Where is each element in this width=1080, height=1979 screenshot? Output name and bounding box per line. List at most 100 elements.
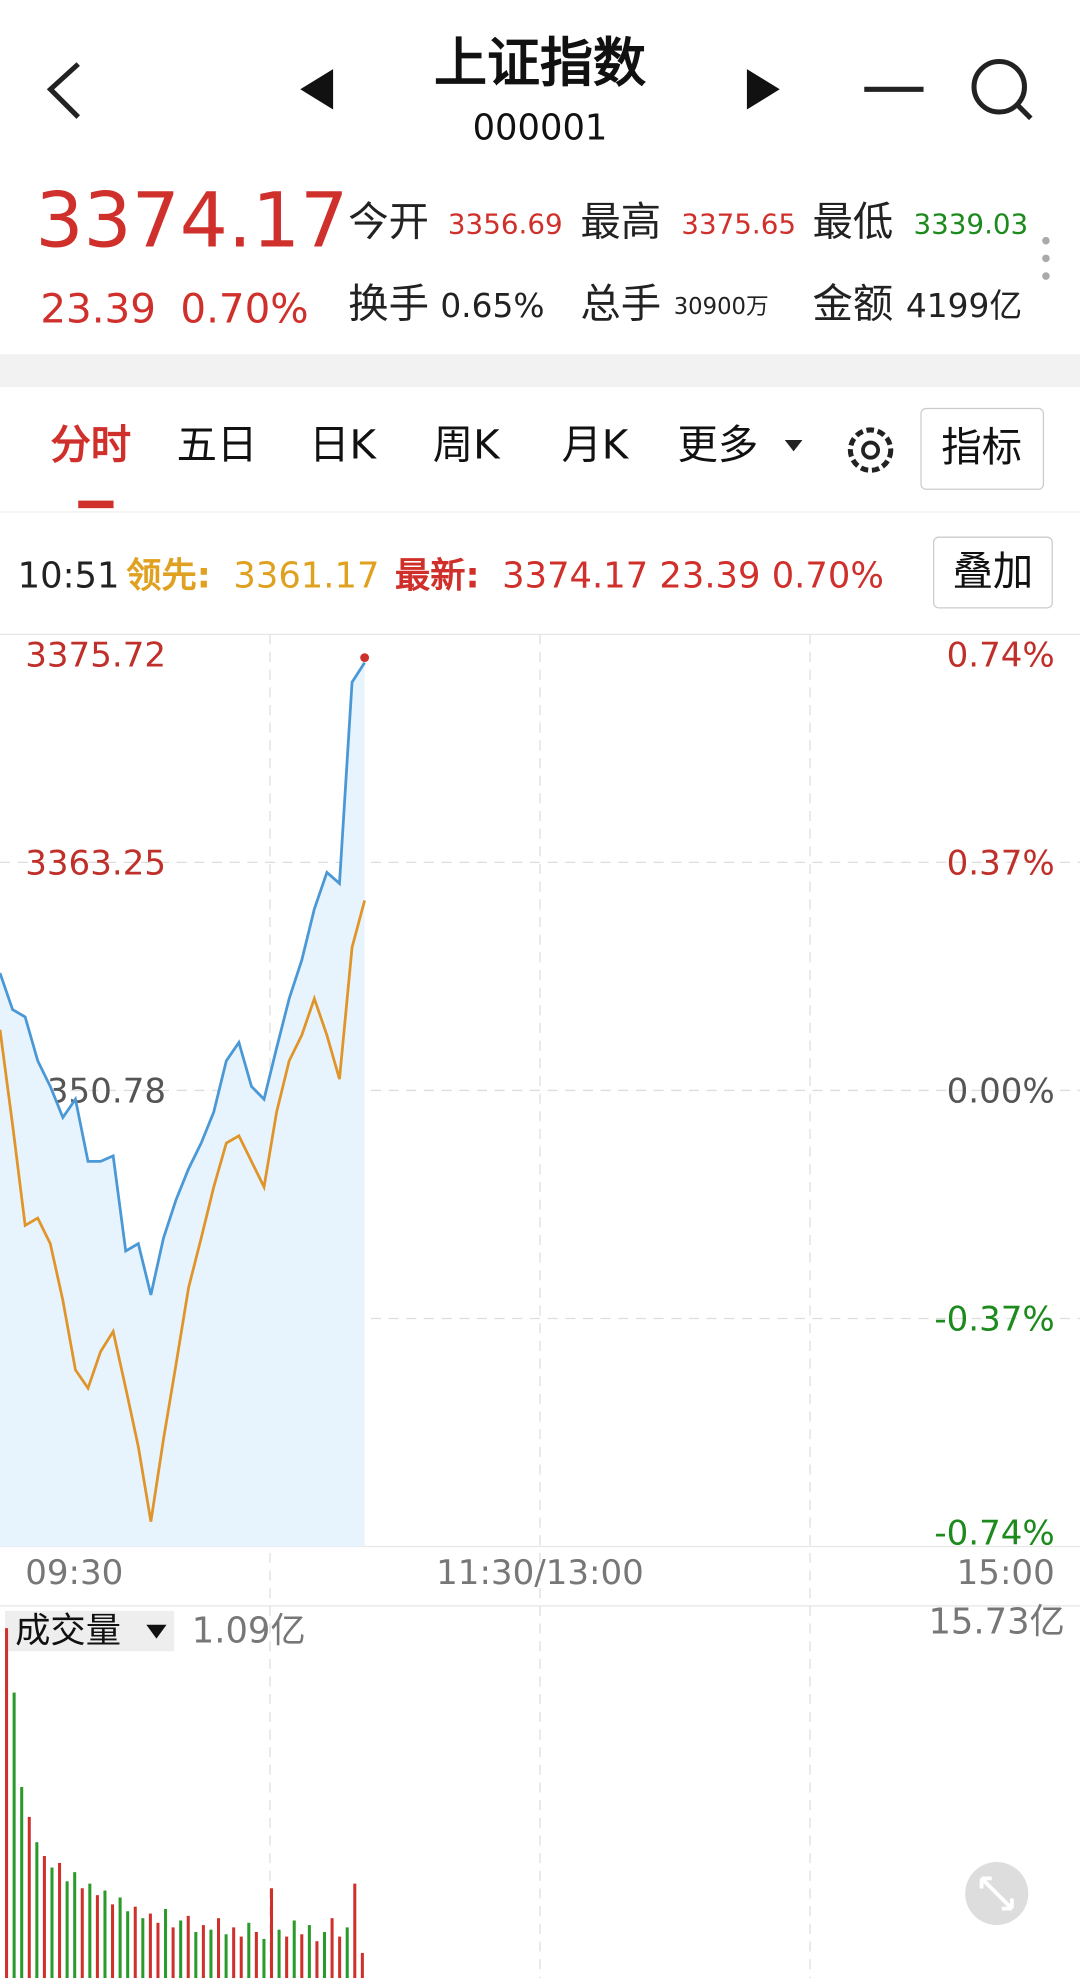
- next-button[interactable]: [746, 69, 780, 110]
- volume-bar: [35, 1842, 39, 1979]
- volume-bar: [186, 1915, 190, 1979]
- volume-bar: [292, 1920, 296, 1979]
- volume-arrow: [146, 1624, 167, 1639]
- volume-current: 1.09亿: [192, 1610, 306, 1651]
- expand-button[interactable]: [965, 1861, 1029, 1926]
- volume-bar: [164, 1908, 168, 1979]
- volume-bar: [277, 1929, 281, 1979]
- volume-bar: [224, 1934, 228, 1979]
- tab[interactable]: 月K: [561, 422, 629, 469]
- change-pct: 0.70%: [180, 285, 308, 332]
- volume-bar: [285, 1936, 289, 1979]
- indicator-button[interactable]: [920, 407, 1045, 490]
- more-arrow: [784, 440, 803, 452]
- stat-value: 0.65%: [440, 287, 544, 325]
- volume-bar: [20, 1786, 24, 1979]
- volume-bar: [88, 1883, 92, 1979]
- volume-bar: [194, 1931, 198, 1979]
- latest-value: 3374.17 23.39 0.70%: [502, 556, 884, 597]
- volume-bar: [345, 1927, 349, 1979]
- volume-bar: [315, 1941, 319, 1979]
- time-label: 15:00: [957, 1553, 1055, 1593]
- volume-bar: [156, 1922, 160, 1979]
- lead-label: 领先:: [126, 556, 211, 597]
- price: 3374.17: [35, 177, 348, 265]
- volume-bar: [95, 1895, 99, 1979]
- tab[interactable]: 周K: [433, 422, 501, 469]
- volume-bar: [322, 1931, 327, 1979]
- volume-bar: [330, 1918, 334, 1979]
- volume-max: 15.73亿: [928, 1601, 1064, 1642]
- stat-label: 金额: [813, 280, 894, 327]
- volume-bar: [270, 1888, 274, 1979]
- stat-label: 最低: [813, 198, 894, 245]
- volume-bar: [300, 1934, 304, 1979]
- code: 000001: [473, 108, 608, 149]
- prev-button[interactable]: [300, 69, 334, 110]
- volume-bar: [262, 1938, 266, 1979]
- pct-label: 0.00%: [947, 1071, 1055, 1111]
- stat-label: 最高: [580, 198, 661, 245]
- volume-bar: [58, 1862, 62, 1979]
- volume-bar: [232, 1927, 236, 1979]
- stat-value: 3339.03: [913, 208, 1028, 241]
- pct-label: 0.74%: [947, 636, 1055, 676]
- volume-bar: [360, 1952, 364, 1979]
- tab[interactable]: 日K: [309, 422, 377, 469]
- tab-indicator: [78, 500, 114, 509]
- overlay-button[interactable]: [933, 536, 1053, 609]
- overlay-button-label: 叠加: [953, 548, 1034, 595]
- volume-bar: [209, 1929, 213, 1979]
- tab[interactable]: 更多: [678, 422, 759, 469]
- pct-label: -0.37%: [934, 1300, 1054, 1340]
- tab[interactable]: 分时: [50, 422, 131, 469]
- back-button[interactable]: [46, 62, 81, 119]
- stat-label: 总手: [580, 280, 661, 327]
- volume-bar: [217, 1918, 221, 1979]
- latest-label: 最新:: [395, 556, 480, 597]
- more-dots[interactable]: [1042, 236, 1050, 280]
- volume-bar: [148, 1913, 152, 1979]
- stat-label: 今开: [348, 198, 429, 245]
- volume-bar: [239, 1936, 243, 1979]
- price-label: 3363.25: [25, 843, 166, 883]
- volume-bar: [133, 1906, 137, 1979]
- volume-bar: [80, 1888, 84, 1979]
- volume-bar: [353, 1883, 357, 1979]
- volume-bar: [111, 1904, 115, 1979]
- change: 23.39: [40, 285, 156, 332]
- volume-label: 成交量: [15, 1610, 121, 1651]
- pct-label: -0.74%: [934, 1514, 1054, 1554]
- info-time: 10:51: [18, 556, 120, 597]
- volume-bar: [179, 1920, 183, 1979]
- stat-value: 30900万: [674, 294, 769, 320]
- volume-bar: [12, 1692, 16, 1979]
- volume-bar: [27, 1816, 31, 1979]
- title: 上证指数: [434, 33, 646, 94]
- volume-bar: [118, 1897, 122, 1979]
- volume-bar: [307, 1925, 311, 1979]
- volume-bar: [42, 1856, 46, 1979]
- price-line: [0, 661, 366, 1296]
- volume-bar: [171, 1927, 175, 1979]
- settings-button[interactable]: [847, 427, 894, 473]
- volume-bar: [65, 1881, 69, 1979]
- volume-bar: [50, 1867, 54, 1979]
- indicator-button-label: 指标: [941, 424, 1022, 471]
- time-label: 09:30: [25, 1553, 123, 1593]
- volume-selector[interactable]: [5, 1610, 175, 1652]
- separator: [0, 354, 1080, 388]
- time-label: 11:30/13:00: [436, 1553, 644, 1593]
- stat-value: 3356.69: [448, 208, 563, 241]
- price-label: 3375.72: [25, 636, 166, 676]
- tab[interactable]: 五日: [177, 422, 258, 469]
- volume-bar: [338, 1936, 342, 1979]
- lead-value: 3361.17: [233, 556, 379, 597]
- volume-bar: [201, 1925, 205, 1979]
- pct-label: 0.37%: [947, 843, 1055, 883]
- search-button[interactable]: [971, 59, 1033, 121]
- lead-line: [0, 900, 366, 1522]
- volume-bar: [141, 1918, 145, 1979]
- stat-label: 换手: [348, 280, 429, 327]
